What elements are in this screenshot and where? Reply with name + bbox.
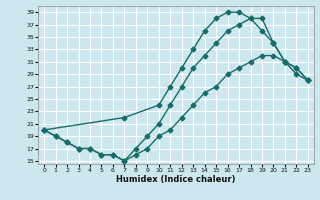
X-axis label: Humidex (Indice chaleur): Humidex (Indice chaleur) (116, 175, 236, 184)
